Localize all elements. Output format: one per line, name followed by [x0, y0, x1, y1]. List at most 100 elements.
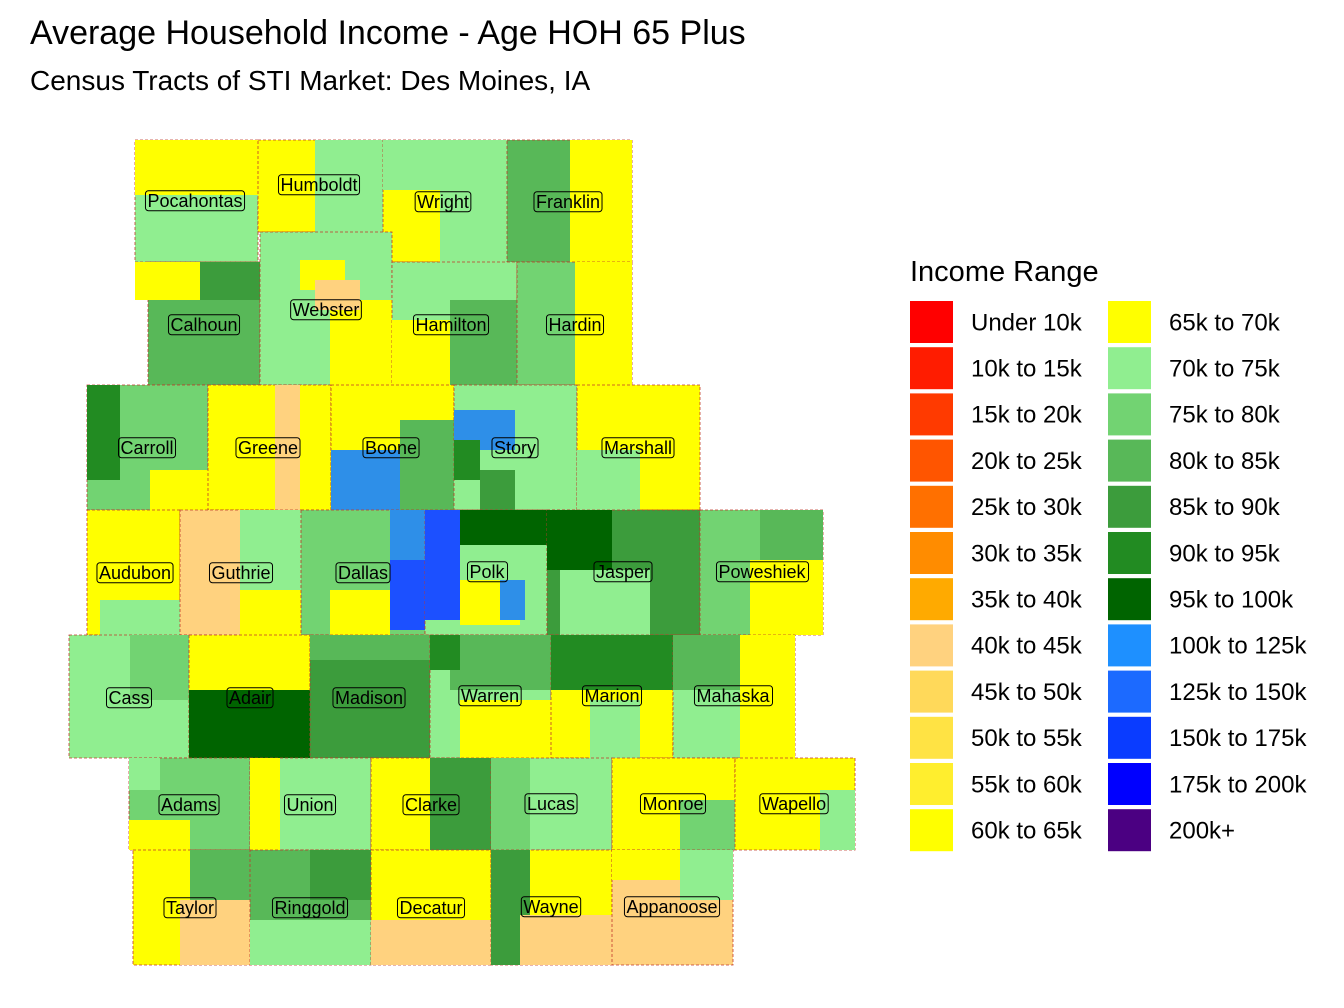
- county-label: Lucas: [527, 794, 575, 814]
- legend-swatch: [910, 301, 953, 343]
- county-label-box: [458, 685, 522, 707]
- county-label-box: [693, 685, 774, 707]
- tract-area: [240, 590, 301, 635]
- county-label: Adams: [161, 795, 217, 815]
- legend-swatch: [910, 624, 953, 667]
- tract-area: [275, 385, 300, 510]
- tract-area: [570, 140, 632, 262]
- county-label-box: [335, 562, 391, 584]
- county-label: Wright: [417, 192, 469, 212]
- legend-swatch: [1108, 532, 1151, 574]
- county-label: Calhoun: [170, 315, 237, 335]
- county-label-box: [277, 174, 361, 196]
- legend-swatch: [1108, 439, 1151, 482]
- legend-swatch: [1108, 624, 1151, 667]
- county-label-box: [332, 687, 406, 709]
- legend-label: 200k+: [1169, 818, 1235, 845]
- legend: Under 10k 10k to 15k 15k to 20k 20k to 25k 2…: [910, 301, 1307, 852]
- tract-area: [190, 850, 250, 900]
- county-label: Ringgold: [274, 898, 345, 918]
- legend-label: 100k to 125k: [1169, 633, 1307, 660]
- county-label-box: [524, 793, 578, 815]
- tract-area: [673, 635, 740, 690]
- legend-label: 90k to 95k: [1169, 540, 1281, 567]
- tract-area: [129, 758, 160, 790]
- legend-swatch: [1108, 301, 1151, 343]
- county-label-box: [533, 191, 603, 213]
- county-label-box: [396, 897, 466, 919]
- county-label: Warren: [461, 686, 519, 706]
- tract-area: [315, 140, 383, 232]
- tract-area: [680, 850, 733, 900]
- county-label-box: [271, 897, 349, 919]
- tract-area: [392, 320, 450, 385]
- tract-area: [129, 820, 190, 850]
- tract-area: [460, 700, 551, 758]
- tract-area: [454, 440, 480, 480]
- county-label-box: [593, 561, 653, 583]
- legend-swatch: [1108, 670, 1151, 713]
- county-label: Pocahontas: [147, 191, 242, 211]
- tract-area: [440, 190, 507, 262]
- county-label-box: [581, 685, 643, 707]
- tract-area: [100, 600, 180, 635]
- county-label: Polk: [469, 562, 505, 582]
- tract-area: [450, 635, 551, 690]
- tract-area: [820, 790, 855, 850]
- tract-area: [240, 510, 301, 590]
- county-label-box: [414, 191, 472, 213]
- county-label-box: [520, 896, 582, 918]
- county-label-box: [402, 794, 460, 816]
- legend-swatch: [1108, 578, 1151, 621]
- legend-swatch: [910, 393, 953, 436]
- legend-label: 80k to 85k: [1169, 448, 1281, 475]
- legend-swatch: [910, 763, 953, 805]
- legend-label: 150k to 175k: [1169, 725, 1307, 752]
- county-label: Clarke: [405, 795, 457, 815]
- county-label: Madison: [335, 688, 403, 708]
- county-area: [207, 384, 332, 511]
- tract-area: [250, 758, 280, 850]
- tract-area: [612, 850, 680, 880]
- legend-label: 35k to 40k: [971, 587, 1083, 614]
- county-label: Guthrie: [211, 563, 270, 583]
- tract-area: [560, 570, 650, 635]
- legend-label: 75k to 80k: [1169, 402, 1281, 429]
- legend-label: 60k to 65k: [971, 818, 1083, 845]
- county-label: Wapello: [762, 794, 826, 814]
- legend-swatch: [1108, 347, 1151, 390]
- tract-area: [430, 635, 460, 670]
- tract-area: [430, 758, 491, 850]
- county-label-box: [235, 437, 301, 459]
- county-label-box: [117, 437, 177, 459]
- tract-area: [130, 635, 189, 700]
- county-label: Humboldt: [280, 175, 357, 195]
- tract-area: [491, 758, 530, 850]
- legend-label: 85k to 90k: [1169, 494, 1281, 521]
- tract-area: [315, 280, 360, 310]
- county-label-box: [144, 190, 246, 212]
- county-label-box: [283, 794, 337, 816]
- tract-area: [87, 385, 120, 480]
- legend-label: Under 10k: [971, 309, 1083, 336]
- tract-area: [310, 850, 371, 900]
- county-label: Dallas: [338, 563, 388, 583]
- county-label-box: [96, 562, 174, 584]
- tract-area: [680, 800, 735, 850]
- county-label-box: [208, 562, 274, 584]
- county-label-box: [226, 687, 274, 709]
- legend-label: 30k to 35k: [971, 540, 1083, 567]
- county-label-box: [167, 314, 241, 336]
- tract-area: [590, 700, 640, 758]
- county-label-box: [639, 793, 707, 815]
- tract-area: [180, 900, 250, 965]
- map-title: Average Household Income - Age HOH 65 Pl…: [30, 14, 746, 52]
- county-label: Taylor: [166, 898, 214, 918]
- county-label-box: [491, 437, 539, 459]
- county-label-box: [466, 561, 509, 583]
- tract-area: [135, 140, 258, 195]
- legend-title: Income Range: [910, 256, 1099, 288]
- county-label: Wayne: [523, 897, 578, 917]
- tract-area: [310, 635, 430, 660]
- county-label: Marshall: [604, 438, 672, 458]
